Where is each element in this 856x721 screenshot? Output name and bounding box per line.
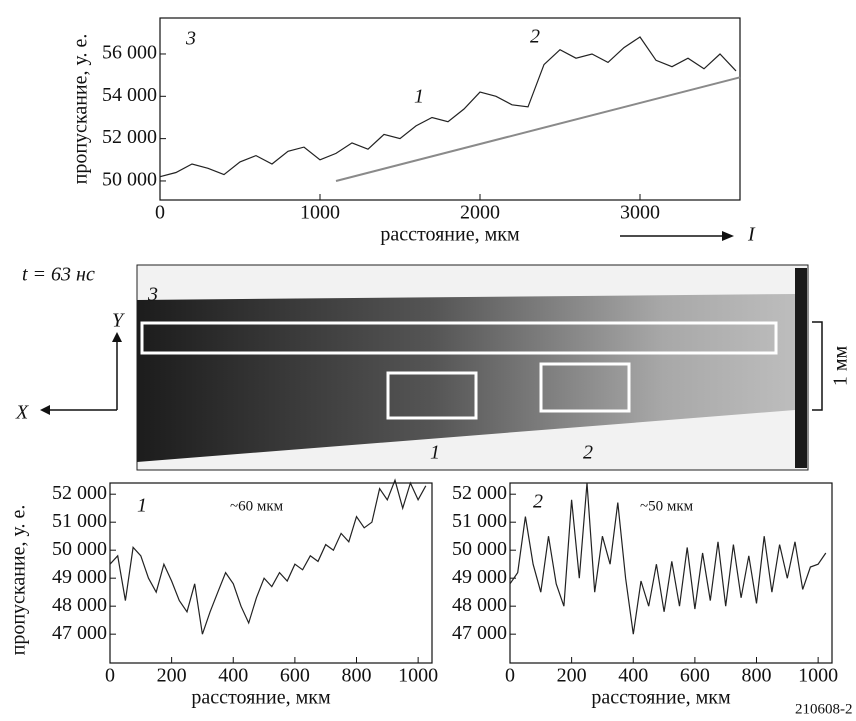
plot-frame bbox=[159, 17, 741, 201]
plot-frame bbox=[109, 482, 433, 664]
y-tick-label: 52 000 bbox=[102, 126, 157, 148]
annotation: ~60 мкм bbox=[230, 498, 284, 514]
annotation: ~50 мкм bbox=[640, 498, 694, 514]
arrow-head bbox=[722, 231, 734, 241]
y-tick-label: 48 000 bbox=[52, 594, 107, 616]
data-line bbox=[159, 36, 737, 178]
frame-label: 3 bbox=[147, 284, 158, 306]
data-line bbox=[509, 482, 827, 635]
x-axis-label: расстояние, мкм bbox=[191, 687, 331, 709]
y-tick-label: 52 000 bbox=[52, 482, 107, 504]
y-tick-label: 52 000 bbox=[452, 482, 507, 504]
x-tick-label: 2000 bbox=[460, 202, 500, 224]
axis-label: X bbox=[15, 402, 29, 424]
annotation: 1 bbox=[414, 86, 424, 108]
data-line bbox=[335, 76, 741, 182]
y-tick-label: 50 000 bbox=[452, 538, 507, 560]
y-tick-label: 50 000 bbox=[102, 169, 157, 191]
y-tick-label: 47 000 bbox=[52, 622, 107, 644]
region-box bbox=[386, 371, 478, 420]
plot-frame bbox=[509, 482, 833, 664]
x-tick-label: 800 bbox=[742, 665, 772, 687]
x-axis-label: расстояние, мкм bbox=[380, 224, 520, 246]
scale-bar bbox=[812, 321, 823, 411]
region-box bbox=[539, 362, 631, 413]
time-label: t = 63 нс bbox=[22, 264, 95, 286]
annotation: I bbox=[747, 224, 756, 246]
y-tick-label: 51 000 bbox=[452, 510, 507, 532]
y-tick-label: 50 000 bbox=[52, 538, 107, 560]
arrow-head bbox=[40, 405, 50, 415]
x-tick-label: 0 bbox=[505, 665, 515, 687]
x-axis-label: расстояние, мкм bbox=[591, 687, 731, 709]
x-tick-label: 1000 bbox=[300, 202, 340, 224]
x-tick-label: 400 bbox=[218, 665, 248, 687]
scale-label: 1 мм bbox=[830, 346, 852, 387]
x-tick-label: 200 bbox=[557, 665, 587, 687]
y-tick-label: 54 000 bbox=[102, 84, 157, 106]
annotation: 2 bbox=[530, 26, 540, 48]
x-tick-label: 400 bbox=[618, 665, 648, 687]
y-tick-label: 56 000 bbox=[102, 42, 157, 64]
arrow-head bbox=[112, 332, 122, 342]
edge-bar bbox=[795, 268, 807, 468]
x-tick-label: 1000 bbox=[798, 665, 838, 687]
x-tick-label: 800 bbox=[342, 665, 372, 687]
y-axis-label: пропускание, у. е. bbox=[8, 505, 30, 656]
x-tick-label: 0 bbox=[105, 665, 115, 687]
x-tick-label: 1000 bbox=[398, 665, 438, 687]
y-tick-label: 49 000 bbox=[452, 566, 507, 588]
y-tick-label: 47 000 bbox=[452, 622, 507, 644]
x-tick-label: 3000 bbox=[620, 202, 660, 224]
x-tick-label: 200 bbox=[157, 665, 187, 687]
beam-image bbox=[137, 294, 795, 462]
annotation: 210608-2 bbox=[795, 701, 853, 717]
region-label: 2 bbox=[583, 442, 593, 464]
data-line bbox=[109, 478, 427, 635]
region-box bbox=[140, 321, 778, 355]
image-panel: t = 63 нс 3 Y X 1 2 1 мм bbox=[15, 264, 852, 471]
annotation: 2 bbox=[533, 491, 543, 513]
axis-label: Y bbox=[112, 310, 125, 332]
y-tick-label: 48 000 bbox=[452, 594, 507, 616]
x-tick-label: 0 bbox=[155, 202, 165, 224]
x-tick-label: 600 bbox=[680, 665, 710, 687]
annotation: 3 bbox=[185, 28, 196, 50]
y-tick-label: 51 000 bbox=[52, 510, 107, 532]
y-axis-label: пропускание, у. е. bbox=[70, 34, 92, 185]
y-tick-label: 49 000 bbox=[52, 566, 107, 588]
annotation: 1 bbox=[137, 495, 147, 517]
region-label: 1 bbox=[430, 442, 440, 464]
x-tick-label: 600 bbox=[280, 665, 310, 687]
